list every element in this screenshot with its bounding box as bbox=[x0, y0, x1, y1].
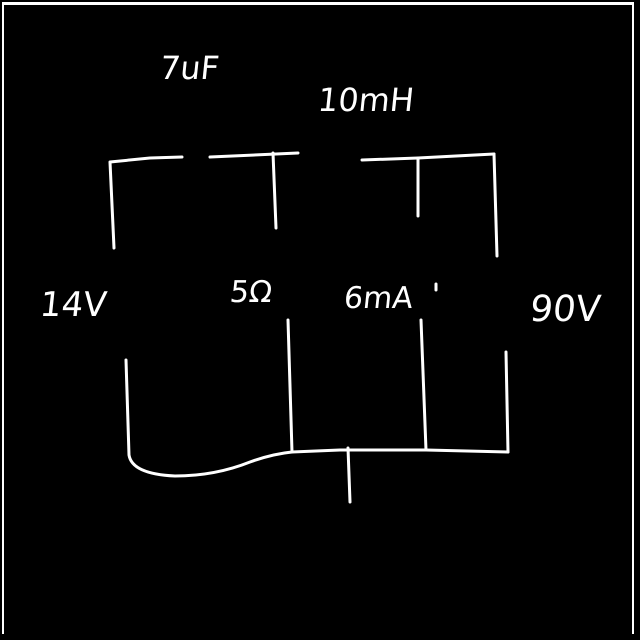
wire-right-branch-top bbox=[492, 152, 499, 258]
resistor-label: 5Ω bbox=[228, 275, 274, 310]
inductor-label: 10mH bbox=[316, 81, 416, 119]
wire-ground-stub bbox=[346, 446, 352, 504]
wire-right-branch-bottom bbox=[504, 350, 510, 454]
wire-top-right bbox=[360, 152, 496, 162]
voltage-source-right-label: 90V bbox=[527, 289, 603, 330]
wire-top-left bbox=[108, 155, 184, 250]
wire-top-mid bbox=[208, 151, 300, 159]
wire-resistor-branch-bottom bbox=[286, 318, 294, 454]
wire-current-branch-bottom bbox=[419, 318, 428, 452]
wire-bottom-left bbox=[124, 358, 294, 478]
canvas-frame bbox=[2, 2, 634, 634]
capacitor-label: 7uF bbox=[158, 49, 222, 87]
current-source-label: 6mA bbox=[342, 281, 415, 316]
wire-resistor-branch-top bbox=[271, 151, 278, 230]
wire-bottom bbox=[290, 448, 510, 454]
voltage-source-left-label: 14V bbox=[37, 285, 109, 325]
